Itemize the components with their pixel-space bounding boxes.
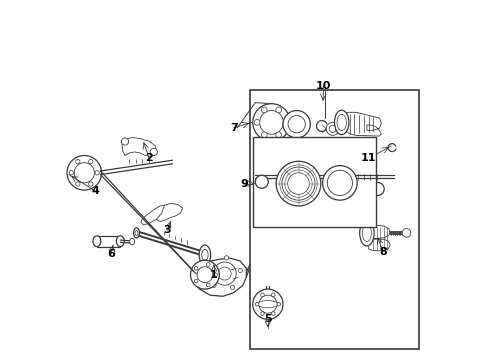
Circle shape [287,116,305,133]
Ellipse shape [199,245,210,265]
Text: 3: 3 [163,225,171,235]
Ellipse shape [336,114,346,131]
Circle shape [206,283,210,287]
Ellipse shape [93,236,101,247]
Ellipse shape [334,110,348,135]
Circle shape [271,293,275,297]
Circle shape [121,138,128,145]
Circle shape [271,312,275,315]
Circle shape [328,125,336,132]
Circle shape [275,107,281,113]
Circle shape [224,256,228,260]
Bar [253,137,375,227]
Circle shape [259,111,283,134]
Circle shape [283,120,288,125]
Circle shape [276,161,320,206]
Circle shape [254,120,260,125]
Circle shape [67,156,102,190]
Circle shape [213,262,236,285]
Circle shape [88,182,93,186]
Circle shape [194,279,198,283]
Polygon shape [97,236,120,247]
Circle shape [260,312,264,315]
Text: 4: 4 [91,186,99,196]
Ellipse shape [201,249,208,260]
Circle shape [74,163,94,183]
Ellipse shape [359,220,373,246]
Circle shape [238,268,242,273]
Circle shape [282,167,314,200]
Circle shape [370,183,384,195]
Ellipse shape [116,236,124,247]
Circle shape [218,267,231,280]
Circle shape [325,122,339,135]
Circle shape [283,111,310,138]
Circle shape [252,289,283,319]
Polygon shape [122,138,156,157]
Circle shape [258,295,276,313]
Circle shape [275,132,281,138]
Circle shape [194,266,198,270]
Circle shape [255,175,268,188]
Text: 1: 1 [209,270,217,280]
Text: 7: 7 [229,123,237,133]
Circle shape [150,148,157,156]
Text: 2: 2 [145,153,153,163]
Circle shape [88,159,93,164]
Polygon shape [141,205,170,225]
Circle shape [261,132,266,138]
Circle shape [190,260,219,289]
Ellipse shape [135,230,138,235]
Circle shape [76,182,80,186]
Text: 5: 5 [264,314,271,324]
Bar [249,90,418,349]
Polygon shape [193,258,246,296]
Text: 8: 8 [379,247,386,257]
Text: 10: 10 [315,81,331,91]
Text: 9: 9 [240,179,248,189]
Circle shape [230,285,234,289]
Circle shape [322,166,356,200]
Ellipse shape [362,224,371,242]
Circle shape [208,265,212,269]
Text: 6: 6 [107,249,115,259]
Polygon shape [341,112,381,136]
Circle shape [276,302,280,306]
Text: 11: 11 [360,153,376,163]
Circle shape [255,302,258,306]
Polygon shape [368,225,389,251]
Circle shape [197,267,212,283]
Circle shape [206,262,210,266]
Circle shape [260,293,264,297]
Circle shape [252,104,289,141]
Circle shape [69,171,73,175]
Circle shape [213,273,217,276]
Ellipse shape [133,228,139,238]
Ellipse shape [129,238,134,245]
Circle shape [287,173,309,194]
Circle shape [261,107,266,113]
Circle shape [95,171,99,175]
Circle shape [211,283,216,287]
Circle shape [401,229,410,237]
Circle shape [326,170,352,195]
Ellipse shape [257,301,277,308]
Circle shape [76,159,80,164]
Polygon shape [156,203,182,221]
